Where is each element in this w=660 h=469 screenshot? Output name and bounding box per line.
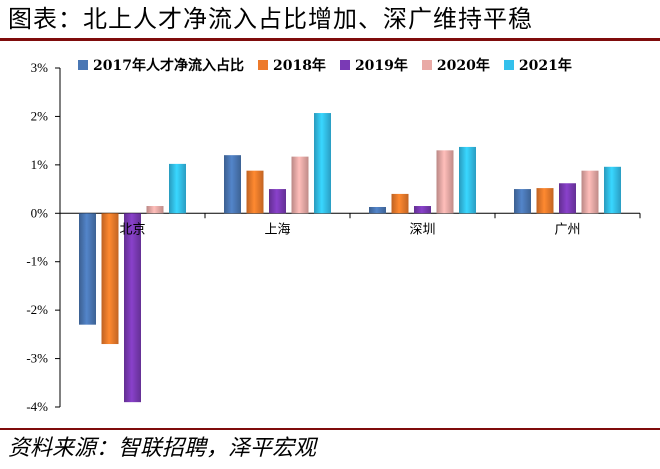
source-note: 资料来源：智联招聘，泽平宏观: [8, 436, 317, 461]
legend-label: 2018年: [272, 58, 326, 74]
bar-5-2: [314, 113, 331, 214]
bar-1-3: [369, 206, 386, 214]
legend-item: 2018年: [257, 55, 326, 75]
bar-1-4: [514, 189, 531, 214]
bar-4-1: [146, 206, 164, 214]
bar-5-4: [604, 166, 621, 214]
bar-4-3: [436, 150, 454, 214]
legend-label: 2017年人才净流入占比: [93, 58, 244, 74]
bar-4-4: [581, 170, 599, 214]
bar-1-1: [79, 213, 96, 325]
x-category-label: 广州: [554, 222, 580, 237]
bar-2-1: [101, 213, 119, 345]
bar-4-2: [291, 156, 309, 214]
legend-swatch: [503, 60, 514, 70]
bottom-divider: [0, 428, 660, 430]
bar-chart: 3% 2% 1% 0% -1% -2% -3% -4% 北京 上海 深圳 广州: [26, 60, 641, 414]
legend-item: 2020年: [421, 55, 490, 75]
x-category-label: 深圳: [409, 222, 435, 237]
y-tick-label: -2%: [26, 302, 48, 317]
legend-label: 2020年: [436, 58, 490, 74]
legend-item: 2019年: [339, 55, 408, 75]
legend-swatch: [78, 60, 88, 70]
y-tick-label: -1%: [26, 254, 48, 269]
chart-legend: 2017年人才净流入占比 2018年 2019年 2020年 2021年: [78, 53, 650, 77]
y-tick-label: -3%: [26, 351, 48, 366]
bar-3-1: [124, 213, 141, 403]
legend-item: 2021年: [503, 55, 572, 75]
y-tick-label: -4%: [26, 399, 48, 414]
legend-label: 2019年: [354, 58, 408, 74]
bar-1-2: [224, 155, 241, 214]
chart-title: 图表：北上人才净流入占比增加、深广维持平稳: [8, 5, 533, 33]
y-tick-label: 1%: [31, 157, 49, 172]
bar-3-2: [269, 189, 286, 214]
x-category-label: 北京: [119, 222, 145, 237]
bar-5-3: [459, 146, 476, 214]
bar-2-3: [391, 193, 409, 214]
bar-3-3: [414, 206, 431, 214]
bar-2-2: [246, 170, 264, 214]
x-category-label: 上海: [264, 222, 290, 237]
y-tick-label: 2%: [31, 108, 49, 123]
legend-swatch: [339, 60, 350, 70]
bar-5-1: [169, 163, 186, 214]
bar-2-4: [536, 188, 554, 214]
legend-label: 2021年: [518, 58, 572, 74]
bar-3-4: [559, 183, 576, 214]
y-tick-label: 0%: [31, 205, 49, 220]
top-divider: [0, 38, 660, 41]
legend-item: 2017年人才净流入占比: [78, 55, 244, 75]
legend-swatch: [257, 60, 268, 70]
y-tick-label: 3%: [31, 60, 49, 75]
legend-swatch: [421, 60, 432, 70]
